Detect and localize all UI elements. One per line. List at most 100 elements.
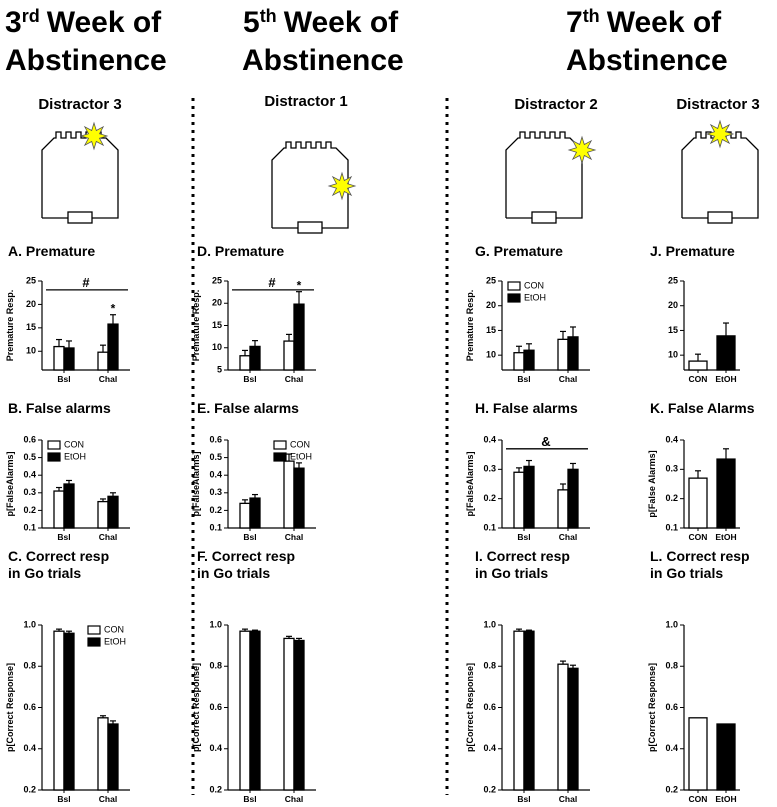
bar xyxy=(239,355,251,371)
y-axis-label: p[FalseAlarms] xyxy=(191,451,201,516)
y-tick-label: 0.8 xyxy=(483,661,496,671)
heading-line: 3rd Week of xyxy=(5,6,162,39)
x-tick-label: Chal xyxy=(559,374,577,384)
error-bar xyxy=(570,664,576,669)
y-tick-label: 25 xyxy=(486,275,496,285)
error-bar xyxy=(56,628,62,632)
bar xyxy=(513,630,525,791)
error-bar xyxy=(560,660,566,665)
bar xyxy=(97,351,109,371)
arena-hole xyxy=(707,211,733,224)
x-tick-label: Bsl xyxy=(243,794,256,804)
heading-number: 5 xyxy=(243,6,260,39)
y-axis-label: p[Correct Response] xyxy=(647,663,657,752)
error-bar xyxy=(723,448,729,460)
x-tick-label: Bsl xyxy=(243,374,256,384)
x-tick-label: Bsl xyxy=(57,532,70,542)
y-axis-label: p[Correct Response] xyxy=(5,663,15,752)
panel-title: in Go trials xyxy=(8,565,81,581)
error-bar xyxy=(252,493,258,499)
y-axis-label: Premature Resp. xyxy=(5,290,15,362)
y-tick-label: 0.1 xyxy=(665,522,678,532)
x-tick-label: Chal xyxy=(285,532,303,542)
error-bar xyxy=(100,498,106,502)
y-tick-label: 15 xyxy=(668,325,678,335)
error-bar xyxy=(56,338,62,347)
y-tick-label: 20 xyxy=(26,299,36,309)
bar xyxy=(283,460,295,529)
heading-line: Abstinence xyxy=(242,44,404,77)
y-axis-label: p[Correct Response] xyxy=(191,663,201,752)
arena-hole xyxy=(531,211,557,224)
bar xyxy=(53,490,65,529)
arena-outline xyxy=(41,131,119,219)
y-tick-label: 0.2 xyxy=(483,493,496,503)
distractor-label: Distractor 2 xyxy=(514,96,597,113)
legend-swatch xyxy=(507,281,521,291)
panel-title: C. Correct resp xyxy=(8,548,109,564)
bar xyxy=(53,630,65,791)
bar xyxy=(283,340,295,371)
bar xyxy=(523,630,535,791)
heading-text: Week of xyxy=(47,6,162,39)
bar xyxy=(283,637,295,791)
bar xyxy=(523,465,535,529)
bar xyxy=(293,639,305,791)
panel-title: in Go trials xyxy=(650,565,723,581)
y-axis-label: p[FalseAlarms] xyxy=(5,451,15,516)
error-bar xyxy=(516,345,522,353)
x-tick-label: CON xyxy=(689,794,708,804)
y-tick-label: 1.0 xyxy=(209,619,222,629)
heading-1: 3rd Week of Abstinence xyxy=(5,6,167,77)
distractor-light xyxy=(79,121,109,151)
y-tick-label: 10 xyxy=(486,350,496,360)
bar xyxy=(239,502,251,529)
heading-text: Week of xyxy=(607,6,722,39)
heading-2: 5th Week of Abstinence xyxy=(242,6,404,77)
y-axis-label: p[Correct Response] xyxy=(465,663,475,752)
bar xyxy=(567,667,579,791)
error-bar xyxy=(526,629,532,632)
legend-swatch xyxy=(273,440,287,450)
legend-swatch xyxy=(47,440,61,450)
error-bar xyxy=(723,322,729,336)
error-bar xyxy=(560,483,566,490)
y-tick-label: 0.3 xyxy=(665,464,678,474)
y-tick-label: 0.4 xyxy=(665,434,678,444)
legend-label: CON xyxy=(104,624,124,634)
legend-label: EtOH xyxy=(64,451,86,461)
y-tick-label: 0.4 xyxy=(483,743,496,753)
error-bar xyxy=(526,459,532,467)
y-tick-label: 1.0 xyxy=(665,619,678,629)
x-tick-label: Chal xyxy=(285,374,303,384)
y-tick-label: 25 xyxy=(668,275,678,285)
heading-3: 7th Week of Abstinence xyxy=(566,6,728,77)
x-tick-label: CON xyxy=(689,532,708,542)
legend-swatch xyxy=(87,625,101,635)
error-bar xyxy=(695,470,701,479)
distractor-light xyxy=(567,135,597,165)
arena-outline xyxy=(505,131,583,219)
heading-sup: rd xyxy=(22,6,40,26)
arena-icon xyxy=(681,119,759,224)
error-bar xyxy=(296,637,302,641)
bar xyxy=(523,349,535,371)
y-axis-label: Premature Resp. xyxy=(465,290,475,362)
y-tick-label: 0.2 xyxy=(209,784,222,794)
distractor-light xyxy=(705,119,735,149)
distractor-label: Distractor 3 xyxy=(676,96,759,113)
panel-title: F. Correct resp xyxy=(197,548,295,564)
panel-title: A. Premature xyxy=(8,243,95,259)
bar xyxy=(249,497,261,529)
y-tick-label: 25 xyxy=(212,275,222,285)
heading-text: Week of xyxy=(284,6,399,39)
bar xyxy=(716,458,736,529)
y-tick-label: 0.4 xyxy=(23,470,36,480)
y-tick-label: 0.4 xyxy=(483,434,496,444)
panel-title: G. Premature xyxy=(475,243,563,259)
panel-title: E. False alarms xyxy=(197,400,299,416)
bar xyxy=(97,500,109,529)
heading-line: Abstinence xyxy=(566,44,728,77)
arena-icon xyxy=(41,121,119,224)
panel-title: I. Correct resp xyxy=(475,548,570,564)
